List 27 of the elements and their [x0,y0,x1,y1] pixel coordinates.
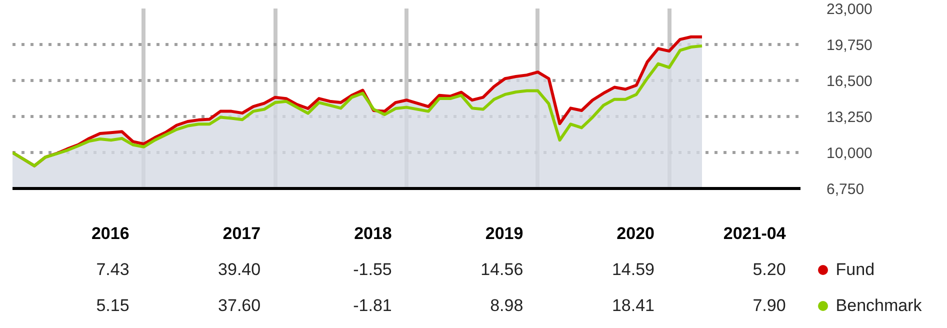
text: 2020 [616,222,656,245]
y-tick-label: 19,750 [826,37,872,54]
text: 8.98 [489,294,524,317]
text: 2016 [90,222,130,245]
text: 2021-04 [722,222,787,245]
text: -1.55 [352,258,393,281]
text: 2017 [222,222,262,245]
text: -1.81 [352,294,393,317]
text: 14.59 [610,258,656,281]
text: 5.15 [95,294,130,317]
text: 37.60 [217,294,262,317]
text: 5.20 [752,258,787,281]
line-series [12,44,704,168]
text: 7.43 [95,258,130,281]
y-tick-label: 6,750 [826,181,864,198]
text: 39.40 [217,258,262,281]
y-tick-label: 13,250 [826,109,872,126]
y-tick-label: 10,000 [826,145,872,162]
legend-label: Benchmark [834,294,923,317]
text: 2019 [484,222,524,245]
text: 14.56 [480,258,524,281]
y-tick-label: 16,500 [826,73,872,90]
legend-label: Fund [834,258,876,281]
text: 18.41 [610,294,656,317]
y-tick-label: 23,000 [826,1,872,18]
text: 7.90 [752,294,787,317]
text: 2018 [353,222,393,245]
